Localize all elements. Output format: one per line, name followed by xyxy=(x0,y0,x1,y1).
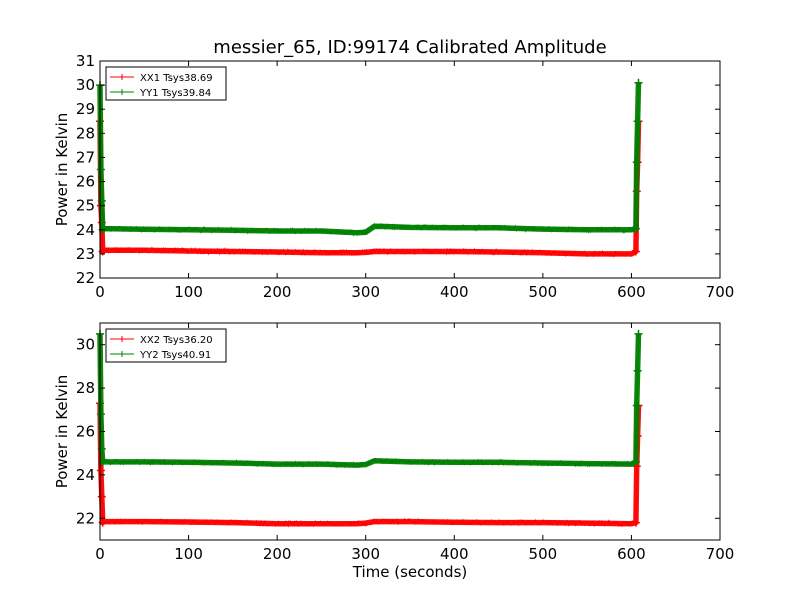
legend-box xyxy=(105,66,227,101)
x-tick-label: 700 xyxy=(706,283,735,301)
y-tick-label: 29 xyxy=(76,100,95,118)
series-trace xyxy=(99,82,639,237)
chart-title: messier_65, ID:99174 Calibrated Amplitud… xyxy=(213,37,606,58)
legend-marker xyxy=(119,74,125,80)
data-point-marker xyxy=(631,518,640,527)
x-tick-label: 0 xyxy=(95,283,105,301)
x-tick-label: 300 xyxy=(351,545,380,563)
legend-label: YY1 Tsys39.84 xyxy=(139,88,211,99)
y-tick-label: 27 xyxy=(76,148,95,166)
x-tick-label: 400 xyxy=(440,545,469,563)
y-tick-label: 22 xyxy=(76,509,95,527)
data-point-marker xyxy=(96,466,105,475)
legend-marker xyxy=(119,351,125,357)
series-trace xyxy=(99,403,639,528)
y-tick-label: 24 xyxy=(76,221,95,239)
y-tick-label: 28 xyxy=(76,379,95,397)
legend-marker xyxy=(119,336,125,342)
y-tick-label: 22 xyxy=(76,269,95,287)
y-tick-label: 30 xyxy=(76,76,95,94)
legend-box xyxy=(105,328,227,363)
data-point-marker xyxy=(96,410,105,419)
y-axis-label: Power in Kelvin xyxy=(53,113,71,227)
axes-frame xyxy=(99,60,721,279)
data-point-marker xyxy=(96,165,105,174)
y-tick-label: 25 xyxy=(76,197,95,215)
x-tick-label: 600 xyxy=(617,283,646,301)
data-point-marker xyxy=(632,158,641,167)
x-tick-label: 500 xyxy=(529,545,558,563)
data-point-marker xyxy=(634,329,643,338)
x-tick-label: 500 xyxy=(529,283,558,301)
y-tick-label: 24 xyxy=(76,466,95,484)
x-tick-label: 0 xyxy=(95,545,105,563)
data-point-marker xyxy=(97,444,106,453)
data-point-marker xyxy=(631,247,640,256)
top-panel: 0 100 200 300 400 500 600 700 22 23 24 25 26 27 28 29 30… xyxy=(53,52,734,301)
x-tick-label: 100 xyxy=(174,283,203,301)
data-point-marker xyxy=(634,78,643,87)
bottom-panel: 0 100 200 300 400 500 600 700 22 24 26 28 30 Power in… xyxy=(53,322,735,581)
data-point-marker xyxy=(633,366,642,375)
data-point-marker xyxy=(633,117,642,126)
series-trace xyxy=(99,121,639,258)
data-point-marker xyxy=(97,196,106,205)
y-tick-label: 26 xyxy=(76,423,95,441)
legend-marker xyxy=(119,89,125,95)
series-trace xyxy=(99,333,639,469)
data-point-marker xyxy=(632,401,641,410)
x-tick-label: 300 xyxy=(351,283,380,301)
y-axis-label: Power in Kelvin xyxy=(53,375,71,489)
data-point-marker xyxy=(631,224,640,233)
x-axis-label: Time (seconds) xyxy=(352,563,468,581)
x-tick-label: 200 xyxy=(263,545,292,563)
x-tick-label: 200 xyxy=(263,283,292,301)
y-tick-label: 26 xyxy=(76,173,95,191)
legend-label: XX1 Tsys38.69 xyxy=(140,73,213,84)
y-tick-label: 30 xyxy=(76,336,95,354)
y-tick-label: 23 xyxy=(76,245,95,263)
legend-label: XX2 Tsys36.20 xyxy=(140,335,213,346)
legend-label: YY2 Tsys40.91 xyxy=(139,350,211,361)
y-tick-label: 31 xyxy=(76,52,95,70)
data-point-marker xyxy=(97,492,106,501)
data-point-marker xyxy=(631,457,640,466)
y-tick-label: 28 xyxy=(76,124,95,142)
x-tick-label: 400 xyxy=(440,283,469,301)
x-tick-label: 100 xyxy=(174,545,203,563)
x-tick-label: 700 xyxy=(706,545,735,563)
x-tick-label: 600 xyxy=(617,545,646,563)
